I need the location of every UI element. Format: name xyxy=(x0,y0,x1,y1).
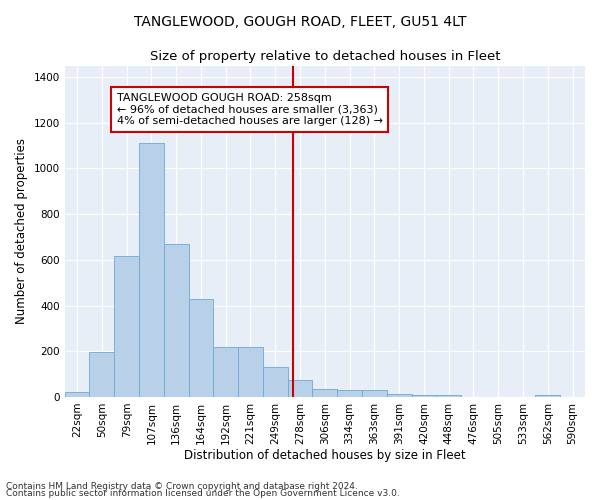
Bar xyxy=(436,394,461,397)
Bar xyxy=(114,256,139,397)
Title: Size of property relative to detached houses in Fleet: Size of property relative to detached ho… xyxy=(149,50,500,63)
Bar xyxy=(188,298,214,397)
Bar xyxy=(238,346,263,397)
Text: Contains HM Land Registry data © Crown copyright and database right 2024.: Contains HM Land Registry data © Crown c… xyxy=(6,482,358,491)
Bar xyxy=(387,394,412,397)
Bar xyxy=(65,392,89,397)
Bar xyxy=(313,389,337,397)
Bar xyxy=(139,144,164,397)
Bar xyxy=(164,244,188,397)
Bar xyxy=(412,394,436,397)
Bar xyxy=(263,367,287,397)
Bar xyxy=(362,390,387,397)
Text: Contains public sector information licensed under the Open Government Licence v3: Contains public sector information licen… xyxy=(6,489,400,498)
Bar xyxy=(535,394,560,397)
Text: TANGLEWOOD GOUGH ROAD: 258sqm
← 96% of detached houses are smaller (3,363)
4% of: TANGLEWOOD GOUGH ROAD: 258sqm ← 96% of d… xyxy=(117,93,383,126)
Bar xyxy=(214,346,238,397)
X-axis label: Distribution of detached houses by size in Fleet: Distribution of detached houses by size … xyxy=(184,450,466,462)
Text: TANGLEWOOD, GOUGH ROAD, FLEET, GU51 4LT: TANGLEWOOD, GOUGH ROAD, FLEET, GU51 4LT xyxy=(134,15,466,29)
Bar xyxy=(287,380,313,397)
Bar xyxy=(337,390,362,397)
Bar xyxy=(89,352,114,397)
Y-axis label: Number of detached properties: Number of detached properties xyxy=(15,138,28,324)
